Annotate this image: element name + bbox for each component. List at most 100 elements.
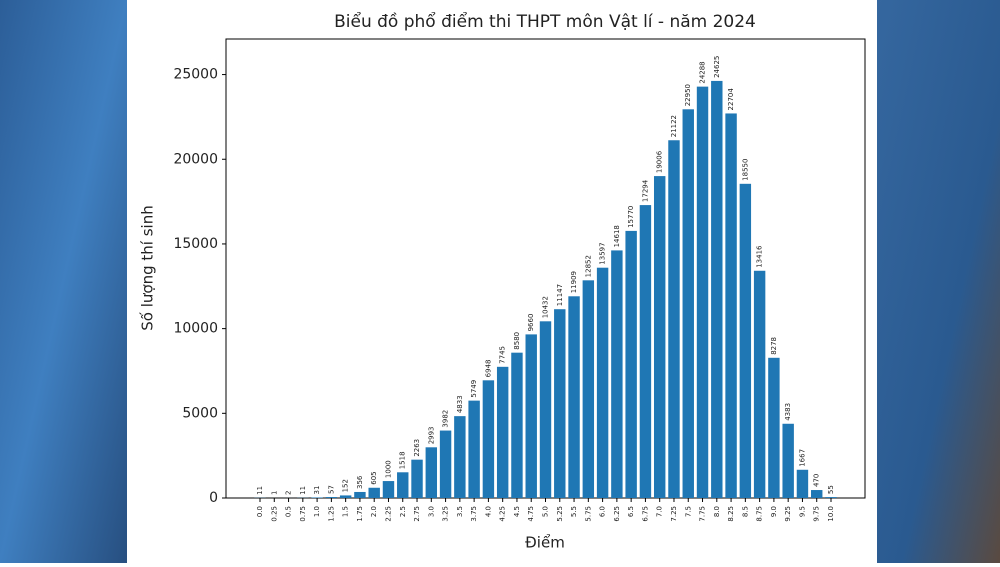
x-tick-label: 3.0 [427,506,435,517]
bar [468,401,479,498]
x-tick-label: 1.75 [356,506,364,522]
value-label: 4833 [456,395,464,413]
x-tick-label: 3.25 [442,506,450,522]
bar [368,488,379,498]
x-tick-label: 6.0 [599,506,607,517]
x-tick-label: 8.5 [741,506,749,517]
bar [568,296,579,498]
value-label: 1 [270,491,278,495]
background-right [877,0,1000,563]
x-tick-label: 5.0 [542,506,550,517]
bar [597,268,608,498]
bar [540,321,551,498]
y-tick-label: 10000 [173,321,218,337]
x-tick-label: 0.75 [299,506,307,522]
x-tick-label: 7.25 [670,506,678,522]
bar [668,140,679,498]
bar [426,447,437,498]
value-label: 17294 [641,179,649,202]
value-label: 7745 [499,346,507,364]
value-label: 24625 [713,56,721,78]
value-label: 31 [313,486,321,495]
x-tick-label: 4.0 [484,506,492,517]
value-label: 1518 [399,451,407,469]
y-tick-label: 5000 [182,405,218,421]
x-tick-label: 9.0 [770,506,778,517]
x-tick-label: 5.75 [584,506,592,522]
value-label: 13416 [756,245,764,268]
value-label: 152 [342,479,350,492]
bar [768,358,779,498]
x-tick-label: 2.0 [370,506,378,517]
y-tick-label: 25000 [173,67,218,83]
x-axis-label: Điểm [525,534,565,552]
value-label: 11147 [556,284,564,306]
value-label: 22950 [684,84,692,106]
y-tick-label: 20000 [173,151,218,167]
value-label: 14618 [613,225,621,247]
value-label: 19006 [656,150,664,173]
value-label: 11 [256,486,264,495]
x-tick-label: 2.25 [384,506,392,522]
value-label: 13597 [599,242,607,264]
y-tick-label: 15000 [173,236,218,252]
value-label: 6948 [484,359,492,377]
value-label: 12852 [584,255,592,277]
x-tick-label: 0.5 [285,506,293,517]
bar [497,367,508,498]
x-tick-label: 7.75 [699,506,707,522]
bar [811,490,822,498]
value-label: 2993 [427,426,435,444]
bar [640,205,651,498]
x-tick-label: 0.25 [270,506,278,522]
bar [754,271,765,498]
bar [711,81,722,498]
bar [625,231,636,498]
bar [326,497,337,498]
value-label: 8580 [513,332,521,350]
value-label: 11 [299,486,307,495]
bar [554,309,565,498]
bar [511,353,522,498]
x-tick-label: 2.5 [399,506,407,517]
value-label: 11909 [570,271,578,293]
bar [311,497,322,498]
value-label: 605 [370,471,378,484]
value-label: 3982 [442,410,450,428]
bar [740,184,751,498]
x-tick-label: 4.75 [527,506,535,522]
value-label: 470 [813,474,821,487]
x-tick-label: 1.25 [327,506,335,522]
x-tick-label: 5.25 [556,506,564,522]
x-tick-label: 8.0 [713,506,721,517]
bar [697,87,708,498]
value-label: 10432 [542,296,550,318]
bar [725,113,736,498]
x-tick-label: 3.75 [470,506,478,522]
x-tick-label: 5.5 [570,506,578,517]
value-label: 55 [827,485,835,494]
x-tick-label: 10.0 [827,506,835,522]
bar [340,495,351,498]
bar [782,424,793,498]
bar [825,497,836,498]
bar [483,380,494,498]
bar [654,176,665,498]
bar [797,470,808,498]
value-label: 24288 [699,61,707,83]
bar [383,481,394,498]
bar [611,250,622,498]
value-label: 2 [285,490,293,494]
value-label: 21122 [670,115,678,137]
x-tick-label: 6.25 [613,506,621,522]
bar [411,460,422,498]
x-tick-label: 6.5 [627,506,635,517]
value-label: 9660 [527,314,535,332]
x-tick-label: 0.0 [256,506,264,517]
x-tick-label: 4.25 [499,506,507,522]
value-label: 57 [327,485,335,494]
value-label: 356 [356,475,364,489]
bar [583,280,594,498]
value-label: 18550 [741,159,749,181]
